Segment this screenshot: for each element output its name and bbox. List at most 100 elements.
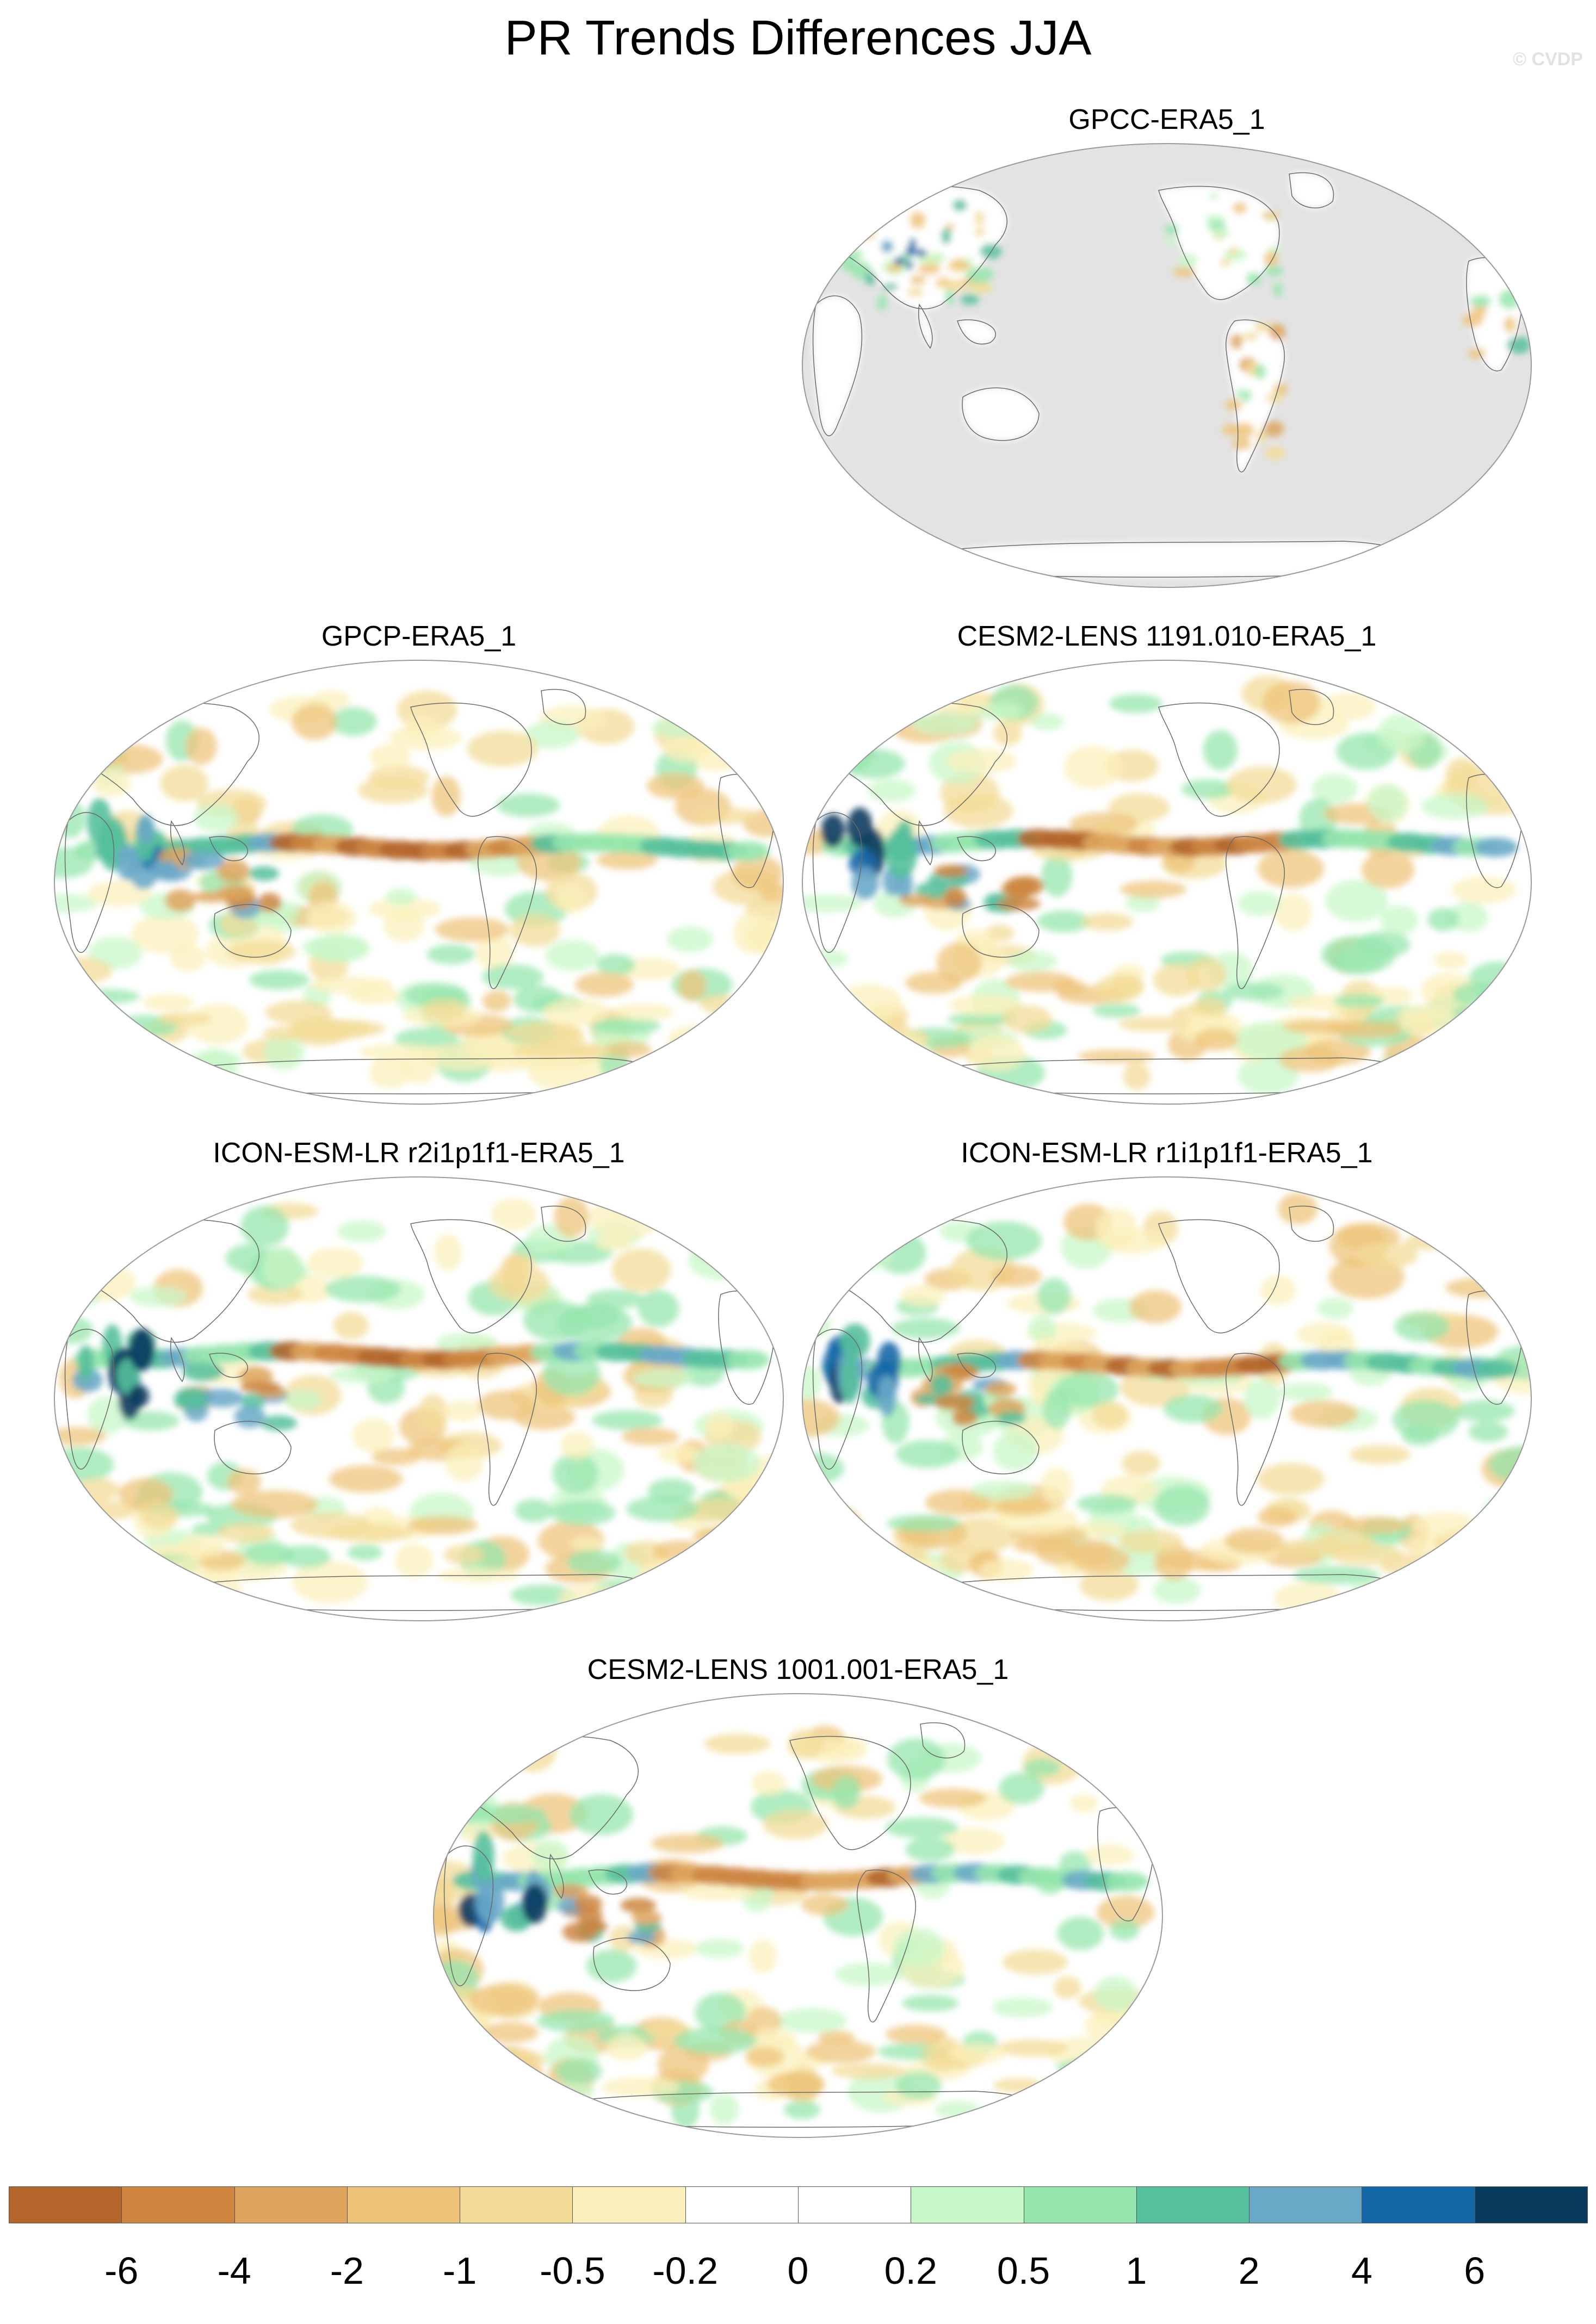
field-blob	[997, 897, 1041, 911]
field-blob	[476, 933, 514, 971]
field-blob	[226, 940, 296, 963]
field-blob	[181, 851, 225, 870]
field-blob	[596, 851, 658, 870]
field-blob	[1343, 1516, 1407, 1534]
field-blob	[217, 884, 254, 901]
field-blob	[1279, 1383, 1333, 1402]
field-blob	[1213, 228, 1230, 239]
field-blob	[1263, 265, 1284, 276]
coastline	[410, 1219, 532, 1334]
field-blob	[699, 995, 739, 1013]
field-blob	[80, 1061, 135, 1093]
field-blob	[1273, 894, 1312, 932]
field-blob	[997, 2039, 1068, 2057]
field-blob	[604, 1042, 652, 1058]
field-blob	[1097, 2077, 1132, 2107]
field-blob	[88, 1230, 117, 1265]
field-blob	[1069, 812, 1139, 836]
field-blob	[262, 1026, 316, 1040]
field-blob	[1164, 852, 1195, 873]
field-blob	[1476, 1041, 1510, 1082]
field-blob	[249, 970, 310, 990]
field-blob	[1178, 253, 1198, 268]
field-blob	[1229, 246, 1239, 256]
field-blob	[394, 1544, 434, 1578]
field-blob	[481, 964, 544, 989]
field-blob	[1224, 1528, 1284, 1554]
field-blob	[555, 2058, 602, 2085]
coastline	[962, 387, 1040, 441]
field-blob	[1452, 982, 1502, 1007]
field-blob	[1109, 694, 1162, 714]
field-blob	[983, 893, 1006, 912]
field-blob	[922, 2044, 958, 2060]
colorbar-boxes	[9, 2186, 1588, 2224]
field-blob	[1392, 1399, 1459, 1440]
field-blob	[1419, 1218, 1467, 1242]
field-blob	[524, 721, 580, 749]
field-blob	[969, 282, 993, 294]
field-blob	[731, 855, 783, 891]
field-blob	[1235, 389, 1253, 396]
field-blob	[85, 702, 136, 745]
field-blob	[985, 1381, 1017, 1397]
field-blob	[133, 1049, 190, 1089]
field-blob	[422, 998, 467, 1021]
field-blob	[434, 1861, 480, 1902]
field-blob	[905, 971, 962, 994]
field-blob	[695, 1938, 744, 1958]
map-field	[54, 660, 783, 1104]
field-blob	[1220, 258, 1230, 268]
field-blob	[851, 866, 879, 900]
field-blob	[1316, 1298, 1354, 1319]
field-blob	[901, 1994, 959, 2012]
field-blob	[944, 887, 967, 908]
field-blob	[1092, 1401, 1128, 1429]
field-blob	[709, 2093, 739, 2125]
field-blob	[472, 1805, 547, 1824]
field-blob	[1504, 316, 1516, 333]
field-blob	[550, 1500, 616, 1526]
field-blob	[905, 245, 917, 256]
field-blob	[586, 1949, 637, 1983]
coastline	[214, 1421, 292, 1474]
field-blob	[1069, 1546, 1131, 1574]
field-blob	[732, 911, 775, 955]
field-blob	[1028, 1711, 1061, 1747]
field-blob	[703, 1733, 771, 1755]
field-blob	[1433, 951, 1468, 969]
field-blob	[1095, 975, 1142, 1003]
field-blob	[980, 243, 1002, 259]
field-blob	[1007, 951, 1057, 972]
field-blob	[1129, 1290, 1181, 1324]
field-blob	[257, 893, 282, 913]
field-blob	[140, 1503, 179, 1529]
field-blob	[491, 1198, 536, 1230]
coastline	[1289, 689, 1334, 726]
field-blob	[1056, 1372, 1119, 1408]
field-blob	[933, 685, 989, 716]
field-blob	[1380, 905, 1419, 935]
field-blob	[1232, 437, 1252, 451]
field-blob	[876, 1032, 924, 1057]
field-blob	[760, 884, 783, 904]
colorbar-tick-label: 6	[1464, 2249, 1486, 2292]
field-blob	[1454, 1400, 1515, 1422]
map-panel-icon-r2: ICON-ESM-LR r2i1p1f1-ERA5_1	[52, 1134, 786, 1623]
field-blob	[247, 1284, 303, 1305]
field-blob	[1462, 313, 1483, 327]
field-blob	[887, 263, 902, 273]
field-blob	[1263, 420, 1284, 437]
field-blob	[667, 926, 714, 952]
field-blob	[611, 1248, 671, 1292]
field-blob	[1273, 282, 1283, 298]
field-blob	[54, 1427, 107, 1446]
coastline	[1158, 1219, 1280, 1334]
field-blob	[1094, 1976, 1137, 2012]
field-blob	[431, 776, 461, 817]
field-blob	[936, 942, 982, 983]
field-blob	[925, 1489, 993, 1516]
field-blob	[830, 199, 847, 217]
map-panel-gpcp: GPCP-ERA5_1	[52, 617, 786, 1107]
field-blob	[1348, 1445, 1411, 1465]
